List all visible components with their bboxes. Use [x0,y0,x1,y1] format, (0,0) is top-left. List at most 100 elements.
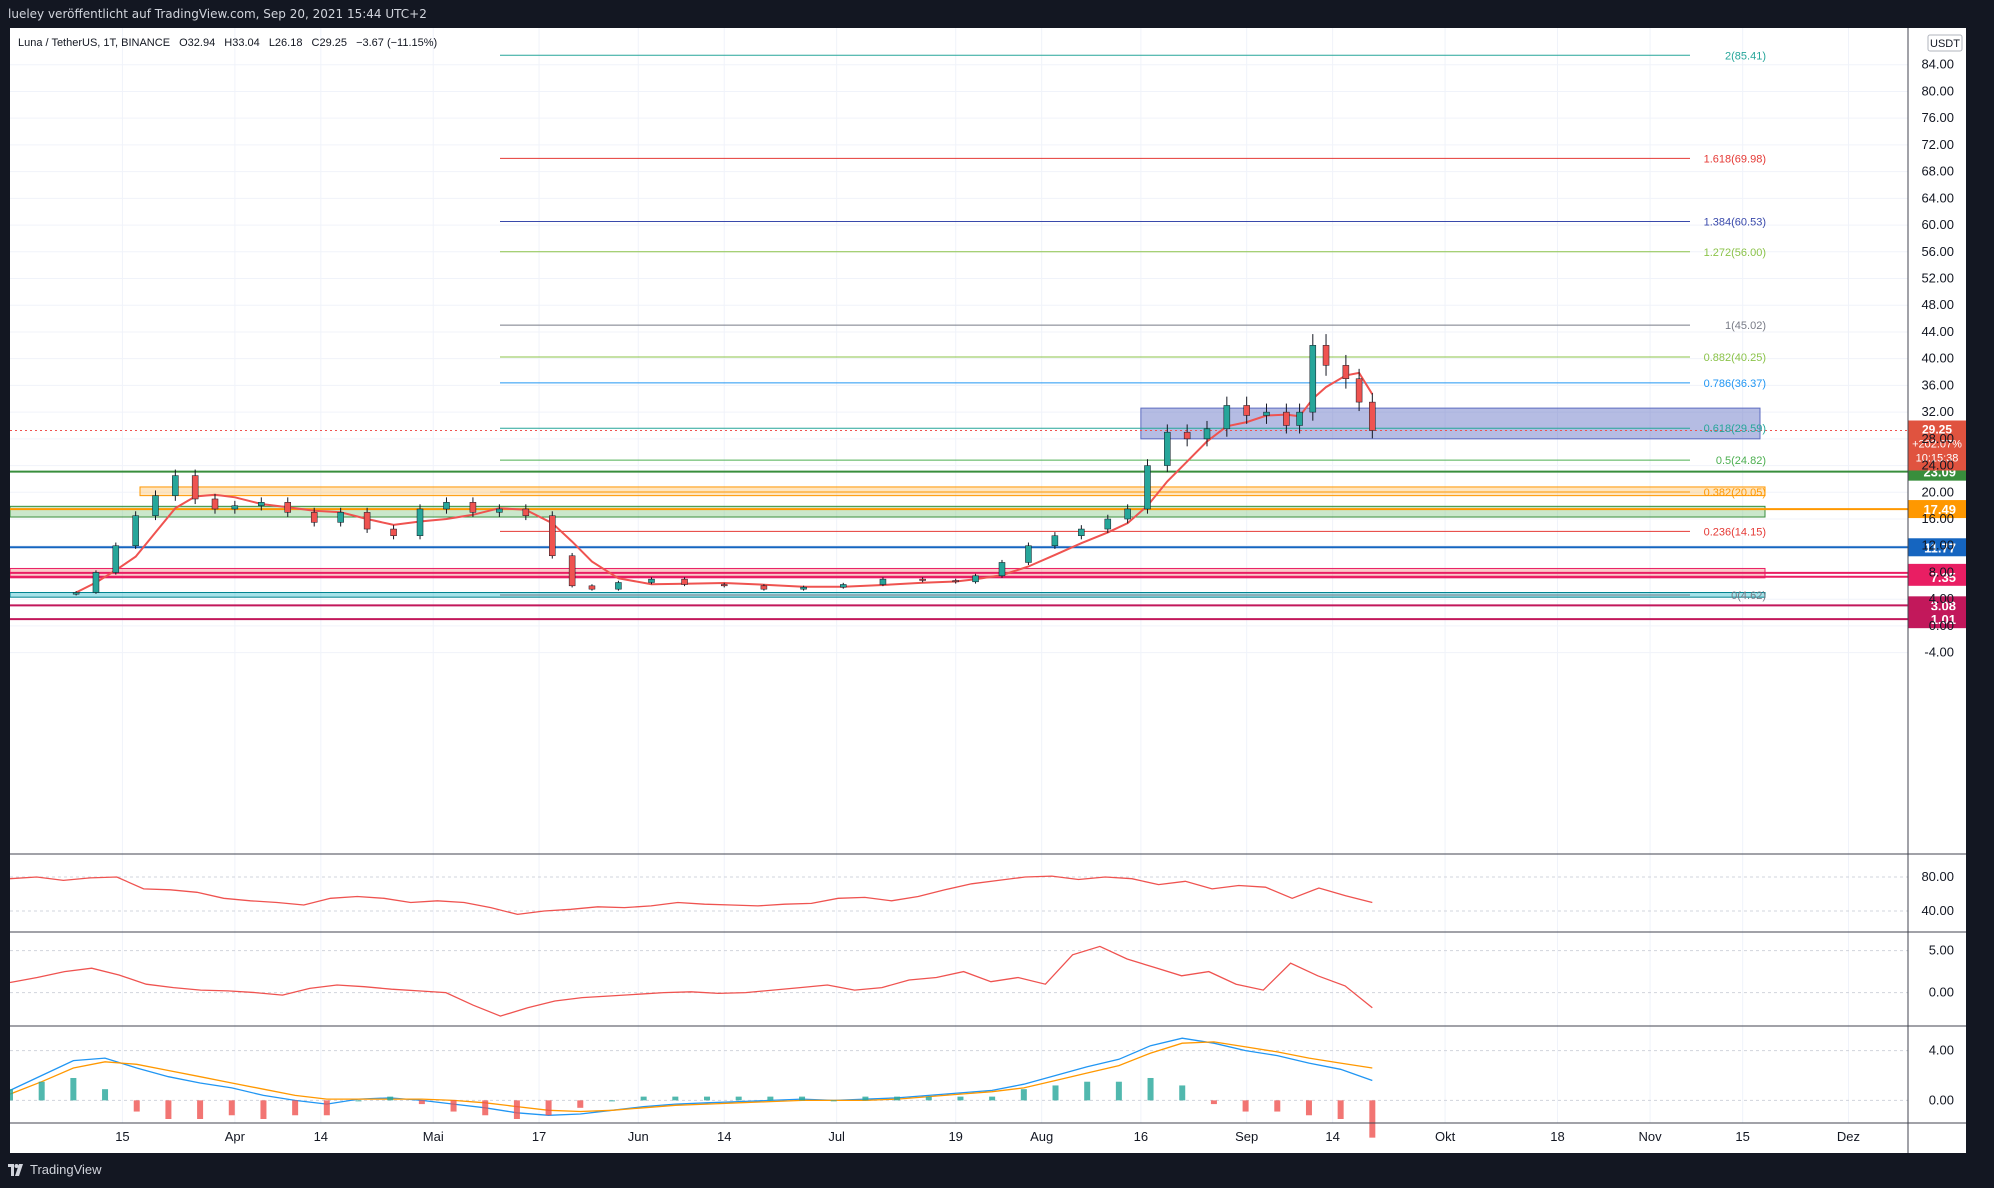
osc-y-tick-label: 5.00 [1929,943,1954,958]
last-price-change: +202.07% [1912,439,1962,451]
candle-body [720,584,728,587]
x-tick-label: 15 [1735,1129,1749,1144]
tradingview-icon [8,1163,23,1176]
candle-body [1369,401,1376,431]
histogram-bar [767,1096,774,1101]
candle-body [1283,411,1290,426]
tradingview-logo[interactable]: TradingView [8,1162,102,1177]
histogram-bar [957,1096,964,1101]
histogram-bar [925,1096,932,1101]
candle-body [1164,431,1171,466]
candle-body [1243,405,1250,416]
horizontal-level-label: 1.01 [1931,612,1956,627]
horizontal-level-label: 3.08 [1931,598,1956,613]
fib-levels: 2(85.41) 1.618(69.98) 1.384(60.53) 1.272(56… [500,50,1766,602]
chart-svg[interactable]: 23.0917.4911.777.947.353.081.0129.25+202… [7,28,1966,1153]
candle-body [443,502,450,510]
fib-label: 0.382(20.05) [1704,487,1766,499]
x-tick-label: 18 [1550,1129,1564,1144]
x-tick-label: 19 [948,1129,962,1144]
histogram-bar [1052,1085,1059,1101]
histogram-bar [1020,1089,1027,1101]
osc-y-tick-label: 0.00 [1929,985,1954,1000]
y-tick-label: 56.00 [1921,244,1954,259]
x-tick-label: 15 [115,1129,129,1144]
y-tick-label: 76.00 [1921,110,1954,125]
fib-label: 1.384(60.53) [1704,217,1766,229]
publisher-text: lueley veröffentlicht auf TradingView.co… [8,7,427,21]
histogram-bar [260,1100,267,1119]
last-price-value: 29.25 [1922,423,1952,437]
chart-frame[interactable]: 23.0917.4911.777.947.353.081.0129.25+202… [7,28,1966,1153]
fib-label: 0.5(24.82) [1716,455,1766,467]
x-tick-label: 14 [1325,1129,1339,1144]
currency-badge[interactable]: USDT [1927,34,1963,52]
x-tick-label: Nov [1639,1129,1663,1144]
candle-body [1296,411,1303,426]
horizontal-level-label: 7.35 [1931,570,1956,585]
candle-body [258,502,265,506]
histogram-bar [1369,1100,1376,1138]
y-tick-label: 40.00 [1921,351,1954,366]
candle-body [72,592,80,595]
osc-y-tick-label: 4.00 [1929,1043,1954,1058]
histogram-bar [1210,1100,1217,1105]
candle-body [800,586,807,590]
histogram-bar [830,1100,837,1102]
candle-body [760,585,768,590]
y-tick-label: 52.00 [1921,271,1954,286]
y-tick-label: 72.00 [1921,137,1954,152]
candle-body [416,508,424,536]
fib-label: 0.882(40.25) [1704,352,1766,364]
candle-body [1263,411,1270,416]
x-tick-label: Jun [628,1129,649,1144]
candle-body [231,505,239,510]
y-tick-label: 16.00 [1921,511,1954,526]
horizontal-level-badge [1908,538,1966,557]
candle-body [1322,345,1330,366]
histogram-bar [735,1096,742,1101]
fib-label: 1(45.02) [1725,320,1766,332]
histogram-bar [704,1096,711,1101]
candle-body [615,582,622,590]
legend-low: L26.18 [269,37,303,49]
histogram-bar [1242,1100,1249,1112]
fib-label: 2(85.41) [1725,50,1766,62]
histogram-bar [545,1100,552,1116]
candle-body [211,498,219,510]
candle-body [363,512,371,530]
histogram-bar [989,1096,996,1101]
candles[interactable] [72,334,1376,596]
histogram-bar [387,1096,394,1101]
candle-body [1183,431,1191,440]
osc-line [9,1037,1373,1116]
histogram-bar [1179,1085,1186,1101]
x-tick-label: Dez [1837,1129,1860,1144]
histogram-bar [355,1100,362,1102]
osc-y-tick-label: 0.00 [1929,1092,1954,1107]
histogram-bar [197,1100,204,1119]
publisher-bar: lueley veröffentlicht auf TradingView.co… [0,0,1994,28]
resistance-zone-orange [139,486,1766,497]
candle-body [469,502,477,513]
horizontal-level-badge [1908,567,1966,586]
histogram-bar [799,1096,806,1101]
y-tick-label: 44.00 [1921,324,1954,339]
candle-body [152,495,159,516]
footer-brand: TradingView [30,1162,102,1177]
candle-body [1203,428,1211,440]
histogram-bar [102,1089,109,1101]
moving-average-line [75,371,1374,594]
y-tick-label: 20.00 [1921,484,1954,499]
horizontal-level-label: 11.77 [1924,540,1956,555]
candle-body [337,512,344,523]
histogram-bar [862,1096,869,1101]
y-tick-label: 64.00 [1921,190,1954,205]
candle-body [1223,405,1231,430]
last-price-countdown: 10:15:38 [1916,453,1959,465]
candle-body [549,515,556,557]
histogram-bar [228,1100,235,1116]
candle-body [972,575,979,583]
legend-close: C29.25 [312,37,347,49]
x-tick-label: Sep [1235,1129,1258,1144]
